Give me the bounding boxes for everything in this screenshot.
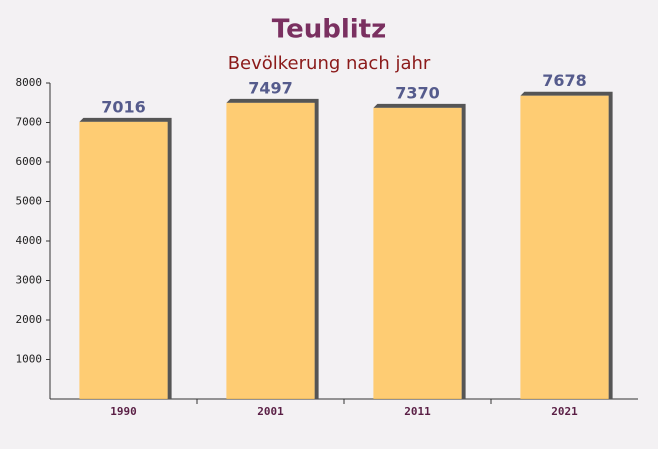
chart-subtitle: Bevölkerung nach jahr — [228, 53, 431, 74]
y-tick-label: 3000 — [16, 274, 43, 287]
y-tick-label: 5000 — [16, 195, 43, 208]
value-label: 7370 — [395, 83, 440, 102]
x-tick-label: 2021 — [551, 405, 578, 418]
y-tick-label: 8000 — [16, 76, 43, 89]
y-tick-label: 4000 — [16, 234, 43, 247]
x-tick-label: 1990 — [110, 405, 137, 418]
y-tick-label: 6000 — [16, 155, 43, 168]
y-tick-label: 1000 — [16, 353, 43, 366]
x-tick-label: 2011 — [404, 405, 431, 418]
x-tick-label: 2001 — [257, 405, 284, 418]
value-label: 7497 — [248, 78, 293, 97]
bar — [226, 102, 315, 399]
y-tick-label: 7000 — [16, 116, 43, 129]
bar — [79, 121, 168, 400]
y-tick-label: 2000 — [16, 313, 43, 326]
value-label: 7678 — [542, 71, 587, 90]
bar — [520, 95, 609, 400]
bar — [373, 107, 462, 399]
chart-title: Teublitz — [272, 15, 386, 45]
value-label: 7016 — [101, 97, 146, 116]
